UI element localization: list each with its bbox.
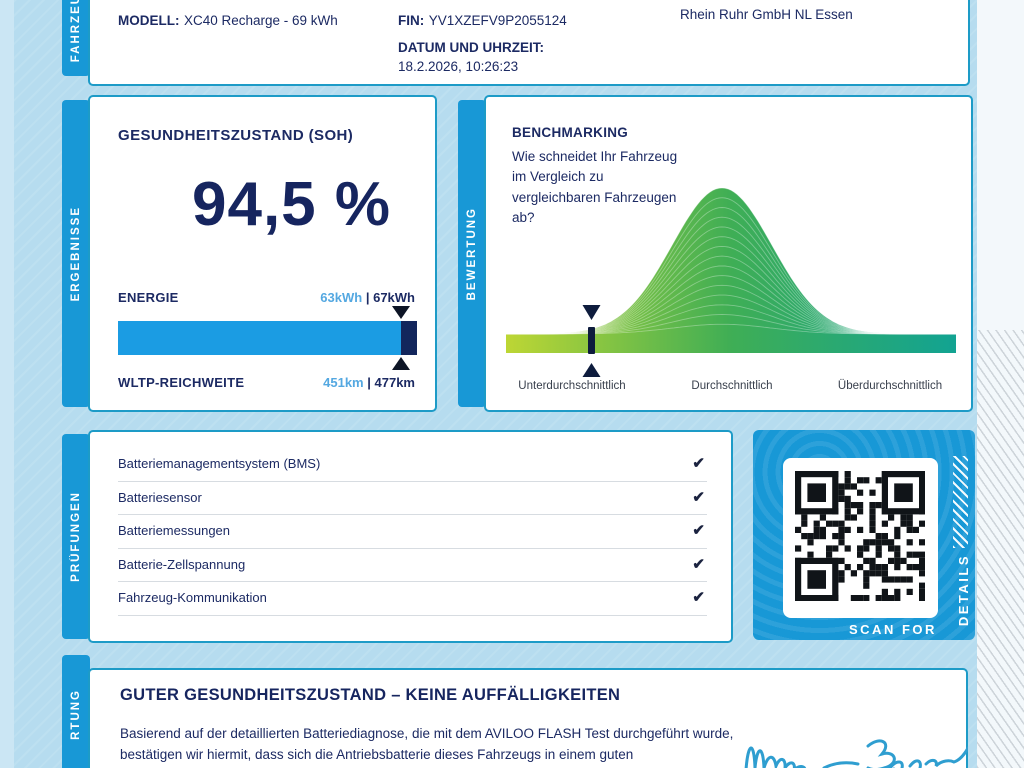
check-label: Batteriesensor	[118, 489, 202, 505]
summary-heading: GUTER GESUNDHEITSZUSTAND – KEINE AUFFÄLL…	[120, 686, 621, 704]
qr-hatch-decoration	[953, 456, 968, 548]
vehicle-datetime-value-row: 18.2.2026, 10:26:23	[398, 56, 518, 78]
energy-label: ENERGIE	[118, 290, 179, 305]
energy-nominal: 67kWh	[373, 290, 415, 305]
datetime-label: DATUM UND UHRZEIT:	[398, 40, 544, 55]
model-value: XC40 Recharge - 69 kWh	[183, 13, 338, 28]
benchmark-chart: Unterdurchschnittlich Durchschnittlich Ü…	[506, 152, 956, 402]
summary-body: Basierend auf der detaillierten Batterie…	[120, 726, 734, 762]
soh-value: 94,5 %	[191, 170, 392, 239]
check-label: Batteriemanagementsystem (BMS)	[118, 456, 321, 471]
wltp-divider: |	[367, 375, 371, 390]
section-tab-pruefungen-label: PRÜFUNGEN	[70, 491, 82, 582]
vehicle-card: MODELL: XC40 Recharge - 69 kWh FIN: YV1X…	[88, 0, 970, 86]
dealer-row: Rhein Ruhr GmbH NL Essen	[680, 4, 853, 26]
benchmark-question: Wie schneidet Ihr Fahrzeug im Vergleich …	[512, 149, 678, 225]
check-icon: ✔	[692, 522, 705, 539]
check-icon: ✔	[692, 455, 705, 472]
section-tab-pruefungen: PRÜFUNGEN	[62, 434, 90, 639]
axis-label-below-average: Unterdurchschnittlich	[518, 380, 626, 392]
check-icon: ✔	[692, 488, 705, 506]
background-left-strip	[0, 0, 14, 768]
checklist-row: Batterie-Zellspannung ✔	[118, 549, 707, 582]
section-tab-bewertung: BEWERTUNG	[458, 100, 486, 407]
fin-value: YV1XZEFV9P2055124	[428, 13, 567, 28]
qr-panel: SCAN FOR DETAILS	[753, 430, 975, 640]
vehicle-fin-row: FIN: YV1XZEFV9P2055124	[398, 10, 567, 32]
benchmark-title: BENCHMARKING	[512, 125, 629, 140]
wltp-nominal: 477km	[374, 375, 415, 390]
qr-details-label: DETAILS	[956, 553, 971, 626]
marker-triangle-up-icon	[391, 357, 410, 370]
check-icon: ✔	[692, 589, 705, 606]
marker-triangle-down-icon	[391, 306, 410, 319]
energy-values: 63kWh | 67kWh	[320, 290, 415, 305]
check-label: Fahrzeug-Kommunikation	[118, 590, 267, 605]
qr-scan-for-label: SCAN FOR	[849, 622, 937, 637]
wltp-measured: 451km	[323, 375, 364, 390]
signature	[744, 739, 968, 768]
datetime-value: 18.2.2026, 10:26:23	[398, 59, 519, 74]
energy-measured: 63kWh	[320, 290, 363, 305]
section-tab-bewertung-bottom: RTUNG	[62, 655, 90, 768]
model-label: MODELL:	[118, 13, 180, 28]
checklist: Batteriemanagementsystem (BMS) ✔ Batteri…	[118, 448, 707, 616]
soh-title: GESUNDHEITSZUSTAND (SOH)	[118, 127, 354, 144]
section-tab-fahrzeug-label: FAHRZEUG	[70, 0, 82, 63]
qr-code-background	[783, 458, 938, 618]
axis-label-average: Durchschnittlich	[691, 380, 773, 392]
dealer-name: Rhein Ruhr GmbH NL Essen	[680, 7, 853, 22]
energy-bar-fill	[118, 321, 401, 355]
section-tab-ergebnisse: ERGEBNISSE	[62, 100, 90, 407]
check-label: Batteriemessungen	[118, 523, 231, 538]
vehicle-datetime-label-row: DATUM UND UHRZEIT:	[398, 37, 544, 59]
fin-label: FIN:	[398, 13, 425, 28]
energy-bar	[118, 306, 417, 370]
wltp-label: WLTP-REICHWEITE	[118, 375, 245, 390]
benchmark-axis-labels: Unterdurchschnittlich Durchschnittlich Ü…	[506, 380, 956, 396]
energy-row: ENERGIE 63kWh | 67kWh	[118, 290, 415, 308]
vehicle-model-row: MODELL: XC40 Recharge - 69 kWh	[118, 10, 338, 32]
energy-divider: |	[365, 290, 370, 305]
section-tab-bewertung-bottom-label: RTUNG	[70, 689, 82, 740]
benchmark-card: BENCHMARKING Wie schneidet Ihr Fahrzeug …	[484, 95, 973, 412]
wltp-values: 451km | 477km	[323, 375, 415, 390]
benchmark-chart-svg	[506, 167, 956, 387]
wltp-row: WLTP-REICHWEITE 451km | 477km	[118, 375, 415, 393]
section-tab-fahrzeug: FAHRZEUG	[62, 0, 90, 76]
check-icon: ✔	[692, 555, 705, 573]
section-tab-bewertung-label: BEWERTUNG	[466, 206, 478, 301]
checklist-row: Batteriesensor ✔	[118, 482, 707, 515]
checklist-row: Batteriemessungen ✔	[118, 515, 707, 549]
axis-label-above-average: Überdurchschnittlich	[837, 380, 943, 392]
checklist-row: Fahrzeug-Kommunikation ✔	[118, 582, 707, 616]
qr-code	[795, 471, 938, 606]
check-label: Batterie-Zellspannung	[118, 556, 246, 572]
background-hatch-pattern	[977, 330, 1024, 768]
section-tab-ergebnisse-label: ERGEBNISSE	[70, 205, 82, 302]
checklist-row: Batteriemanagementsystem (BMS) ✔	[118, 448, 707, 482]
results-card: GESUNDHEITSZUSTAND (SOH) 94,5 % ENERGIE …	[88, 95, 437, 412]
checks-card: Batteriemanagementsystem (BMS) ✔ Batteri…	[88, 430, 733, 643]
summary-card: GUTER GESUNDHEITSZUSTAND – KEINE AUFFÄLL…	[88, 668, 968, 768]
